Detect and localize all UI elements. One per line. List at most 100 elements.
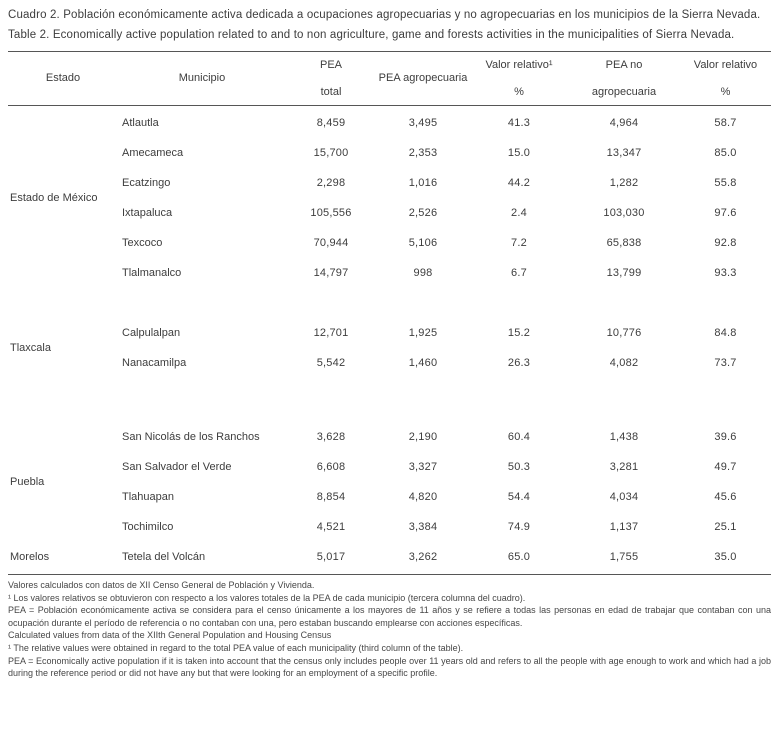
cell-pea-agropecuaria: 1,925 xyxy=(408,327,438,339)
group-rows: Calpulalpan 12,701 1,925 15.2 10,776 84.8 Nana… xyxy=(118,318,771,378)
cell-pea-no-agropecuaria: 4,082 xyxy=(609,357,639,369)
cell-valor-relativo-no: 73.7 xyxy=(714,357,737,369)
cell-pea-no-agropecuaria: 65,838 xyxy=(606,237,642,249)
footnote-line: PEA = Economically active population if … xyxy=(8,655,771,679)
cell-valor-relativo: 15.2 xyxy=(507,327,531,339)
table-group: Tlaxcala Calpulalpan 12,701 1,925 15.2 10,776… xyxy=(8,318,771,378)
header-pea-no-line2: agropecuaria xyxy=(591,85,657,98)
cell-valor-relativo-no: 84.8 xyxy=(714,327,737,339)
cell-municipio: Amecameca xyxy=(122,147,184,159)
header-municipio: Municipio xyxy=(178,72,226,84)
table-title-spanish: Cuadro 2. Población económicamente activ… xyxy=(8,9,761,21)
cell-pea-total: 15,700 xyxy=(313,147,349,159)
table-row: Texcoco 70,944 5,106 7.2 65,838 92.8 xyxy=(118,228,771,258)
footnote-line: Calculated values from data of the XIIth… xyxy=(8,630,332,641)
cell-municipio: San Nicolás de los Ranchos xyxy=(122,431,260,443)
estado-label: Tlaxcala xyxy=(10,342,51,354)
cell-valor-relativo-no: 35.0 xyxy=(714,551,737,563)
cell-valor-relativo: 60.4 xyxy=(507,431,531,443)
cell-pea-total: 2,298 xyxy=(316,177,346,189)
header-pea-total-line1: PEA xyxy=(319,58,342,71)
cell-valor-relativo-no: 92.8 xyxy=(714,237,737,249)
cell-pea-total: 14,797 xyxy=(313,267,349,279)
header-valor-relativo-line2: % xyxy=(514,85,524,98)
header-pea-no-line1: PEA no xyxy=(605,58,643,71)
cell-pea-total: 8,854 xyxy=(316,491,346,503)
cell-valor-relativo-no: 39.6 xyxy=(714,431,737,443)
cell-pea-agropecuaria: 5,106 xyxy=(408,237,438,249)
cell-pea-total: 6,608 xyxy=(316,461,346,473)
estado-label: Estado de México xyxy=(10,192,98,204)
cell-municipio: Atlautla xyxy=(122,117,159,129)
cell-pea-no-agropecuaria: 13,799 xyxy=(606,267,642,279)
cell-pea-agropecuaria: 3,262 xyxy=(408,551,438,563)
table-top-rule xyxy=(8,51,771,52)
cell-pea-total: 4,521 xyxy=(316,521,346,533)
cell-valor-relativo-no: 49.7 xyxy=(714,461,737,473)
cell-pea-agropecuaria: 2,190 xyxy=(408,431,438,443)
cell-pea-agropecuaria: 2,353 xyxy=(408,147,438,159)
cell-pea-agropecuaria: 4,820 xyxy=(408,491,438,503)
cell-municipio: Ecatzingo xyxy=(122,177,171,189)
estado-label: Puebla xyxy=(10,476,45,488)
cell-pea-agropecuaria: 3,384 xyxy=(408,521,438,533)
cell-pea-no-agropecuaria: 1,755 xyxy=(609,551,639,563)
cell-pea-no-agropecuaria: 4,964 xyxy=(609,117,639,129)
cell-pea-no-agropecuaria: 1,137 xyxy=(609,521,639,533)
cell-valor-relativo-no: 97.6 xyxy=(714,207,737,219)
header-valor-relativo-2: Valor relativo % xyxy=(680,58,771,100)
cell-valor-relativo: 41.3 xyxy=(507,117,531,129)
footnotes: Valores calculados con datos de XII Cens… xyxy=(8,579,771,680)
cell-pea-agropecuaria: 3,327 xyxy=(408,461,438,473)
header-pea-agropecuaria: PEA agropecuaria xyxy=(378,72,468,84)
estado-label: Morelos xyxy=(10,551,50,563)
cell-pea-no-agropecuaria: 4,034 xyxy=(609,491,639,503)
cell-pea-total: 105,556 xyxy=(310,207,352,219)
cell-municipio: San Salvador el Verde xyxy=(122,461,232,473)
cell-pea-agropecuaria: 1,016 xyxy=(408,177,438,189)
header-valor-relativo-line1: Valor relativo¹ xyxy=(485,58,553,71)
cell-pea-agropecuaria: 2,526 xyxy=(408,207,438,219)
cell-pea-agropecuaria: 998 xyxy=(413,267,433,279)
cell-pea-agropecuaria: 1,460 xyxy=(408,357,438,369)
cell-municipio: Nanacamilpa xyxy=(122,357,187,369)
footnote-line: PEA = Población económicamente activa se… xyxy=(8,605,771,628)
cell-valor-relativo: 50.3 xyxy=(507,461,531,473)
table-row: Ecatzingo 2,298 1,016 44.2 1,282 55.8 xyxy=(118,168,771,198)
cell-pea-no-agropecuaria: 10,776 xyxy=(606,327,642,339)
table-body: Estado de México Atlautla 8,459 3,495 41.3 4,… xyxy=(8,106,771,572)
table-row: San Salvador el Verde 6,608 3,327 50.3 3,281… xyxy=(118,452,771,482)
header-estado: Estado xyxy=(45,72,81,84)
cell-pea-no-agropecuaria: 3,281 xyxy=(609,461,639,473)
cell-municipio: Texcoco xyxy=(122,237,163,249)
cell-valor-relativo: 15.0 xyxy=(507,147,531,159)
table-header-row: Estado Municipio PEA total PEA agropecua… xyxy=(8,52,771,106)
group-rows: Atlautla 8,459 3,495 41.3 4,964 58.7 Amecameca… xyxy=(118,108,771,288)
header-valor-relativo-2-line1: Valor relativo xyxy=(693,58,758,71)
cell-valor-relativo: 65.0 xyxy=(507,551,531,563)
table-title-english: Table 2. Economically active population … xyxy=(8,29,735,41)
cell-municipio: Tetela del Volcán xyxy=(122,551,206,563)
cell-municipio: Calpulalpan xyxy=(122,327,181,339)
cell-valor-relativo-no: 93.3 xyxy=(714,267,737,279)
header-valor-relativo: Valor relativo¹ % xyxy=(470,58,568,100)
table-row: Ixtapaluca 105,556 2,526 2.4 103,030 97.6 xyxy=(118,198,771,228)
header-pea-total: PEA total xyxy=(286,58,376,100)
cell-pea-agropecuaria: 3,495 xyxy=(408,117,438,129)
cell-municipio: Tlahuapan xyxy=(122,491,174,503)
group-rows: San Nicolás de los Ranchos 3,628 2,190 60.4… xyxy=(118,422,771,542)
table-row: Calpulalpan 12,701 1,925 15.2 10,776 84.8 xyxy=(118,318,771,348)
table-row: Tlahuapan 8,854 4,820 54.4 4,034 45.6 xyxy=(118,482,771,512)
header-pea-total-line2: total xyxy=(320,85,342,98)
table-row: Tlalmanalco 14,797 998 6.7 13,799 93.3 xyxy=(118,258,771,288)
cell-pea-total: 3,628 xyxy=(316,431,346,443)
cell-pea-total: 8,459 xyxy=(316,117,346,129)
cell-valor-relativo: 74.9 xyxy=(507,521,531,533)
cell-valor-relativo: 2.4 xyxy=(511,207,527,219)
cell-pea-total: 70,944 xyxy=(313,237,349,249)
cell-valor-relativo-no: 85.0 xyxy=(714,147,737,159)
cell-valor-relativo: 26.3 xyxy=(507,357,531,369)
footnote-line: ¹ The relative values were obtained in r… xyxy=(8,642,464,653)
footnote-line: Valores calculados con datos de XII Cens… xyxy=(8,580,315,590)
